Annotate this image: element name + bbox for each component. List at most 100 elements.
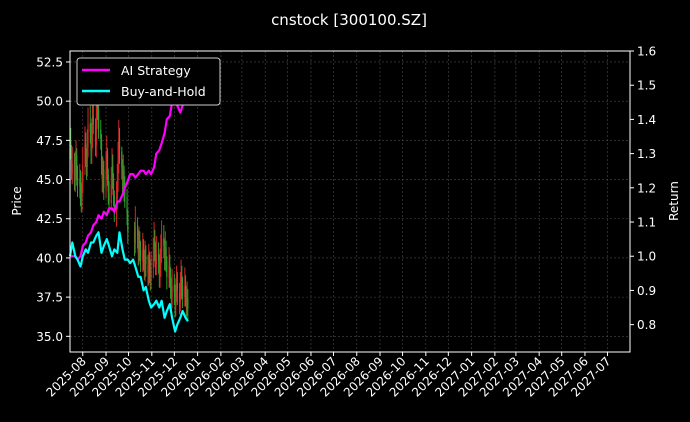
y-left-tick-label: 35.0 xyxy=(36,330,63,344)
candle-body xyxy=(138,243,140,255)
y-right-tick-label: 1.2 xyxy=(637,181,656,195)
candle-body xyxy=(142,248,145,258)
candle-body xyxy=(100,140,103,161)
candle-body xyxy=(90,134,92,152)
candle-body xyxy=(159,267,161,277)
candle-body xyxy=(116,181,118,199)
y-left-tick-label: 52.5 xyxy=(36,55,63,69)
y-left-tick-label: 45.0 xyxy=(36,173,63,187)
candle-body xyxy=(168,265,170,279)
candle-body xyxy=(185,284,187,294)
candle-body xyxy=(139,242,141,249)
candle-body xyxy=(106,154,108,168)
candle-body xyxy=(158,262,160,276)
candle-body xyxy=(134,226,136,244)
candle-body xyxy=(166,261,168,277)
candle-body xyxy=(95,119,97,146)
candle-body xyxy=(127,214,129,232)
candle-body xyxy=(85,157,88,166)
candle-body xyxy=(108,193,110,202)
candle-body xyxy=(70,140,72,150)
candle-body xyxy=(101,162,103,180)
candle-body xyxy=(169,275,172,287)
candle-body xyxy=(85,143,87,157)
candle-body xyxy=(155,254,157,265)
candle-body xyxy=(165,248,167,260)
candle-body xyxy=(170,287,172,298)
candle-body xyxy=(185,295,187,305)
y-right-tick-label: 1.6 xyxy=(637,45,656,59)
candle-body xyxy=(182,286,184,296)
candle-body xyxy=(105,168,107,189)
y-right-tick-label: 1.5 xyxy=(637,79,656,93)
ai-strategy-line xyxy=(70,74,189,261)
candle-body xyxy=(87,124,89,147)
candle-body xyxy=(81,184,83,202)
legend: AI Strategy Buy-and-Hold xyxy=(76,57,221,106)
candle-body xyxy=(145,256,147,265)
candle-body xyxy=(174,293,176,305)
candle-body xyxy=(184,286,186,298)
candle-body xyxy=(175,284,178,296)
buy-and-hold-line xyxy=(68,231,189,333)
candle-body xyxy=(75,157,77,168)
y-right-tick-label: 1.1 xyxy=(637,216,656,230)
legend-label-buy-and-hold: Buy-and-Hold xyxy=(121,84,206,99)
candle-body xyxy=(187,298,189,309)
candle-body xyxy=(176,283,178,291)
candle-body xyxy=(112,177,115,194)
candle-body xyxy=(89,123,91,133)
candle-body xyxy=(100,129,102,139)
y-left-tick-label: 50.0 xyxy=(36,95,63,109)
candle-body xyxy=(123,170,125,189)
candle-body xyxy=(186,300,188,307)
candle-body xyxy=(144,257,146,271)
candle-body xyxy=(76,176,79,185)
candle-body xyxy=(96,101,98,119)
candle-body xyxy=(179,290,181,304)
candle-body xyxy=(70,151,73,171)
candle-body xyxy=(102,171,104,182)
candle-body xyxy=(97,110,100,128)
y-left-tick-label: 42.5 xyxy=(36,212,63,226)
y-left-tick-label: 37.5 xyxy=(36,291,63,305)
candle-body xyxy=(91,137,93,153)
candle-body xyxy=(150,268,152,280)
candle-body xyxy=(74,168,76,182)
candle-body xyxy=(103,170,105,188)
candle-body xyxy=(160,239,163,252)
candle-body xyxy=(175,297,177,307)
candle-body xyxy=(171,286,173,299)
candle-body xyxy=(142,250,144,262)
candle-body xyxy=(86,148,88,168)
candle-body xyxy=(122,171,124,182)
candle-body xyxy=(76,156,78,175)
candle-body xyxy=(154,240,156,249)
candle-body xyxy=(133,232,136,243)
return-lines xyxy=(68,74,189,333)
candle-body xyxy=(117,162,119,180)
candle-body xyxy=(169,264,171,274)
candle-body xyxy=(91,116,94,136)
y-right-tick-label: 0.8 xyxy=(637,318,656,332)
candle-body xyxy=(80,195,82,200)
candle-body xyxy=(153,242,155,255)
candle-body xyxy=(181,276,183,285)
candle-body xyxy=(107,174,109,193)
candle-body xyxy=(157,253,160,262)
candle-body xyxy=(126,196,128,213)
candle-body xyxy=(178,292,181,302)
candle-body xyxy=(121,151,123,168)
candle-body xyxy=(154,250,157,263)
candle-body xyxy=(106,152,109,174)
y-right-tick-label: 1.4 xyxy=(637,113,656,127)
candle-body xyxy=(143,259,145,269)
legend-box xyxy=(76,57,221,106)
candle-body xyxy=(94,126,97,144)
candle-body xyxy=(111,167,113,183)
y-right-tick-label: 0.9 xyxy=(637,284,656,298)
candle-body xyxy=(180,278,182,290)
y-right-tick-label: 1.0 xyxy=(637,250,656,264)
candle-body xyxy=(110,184,112,204)
